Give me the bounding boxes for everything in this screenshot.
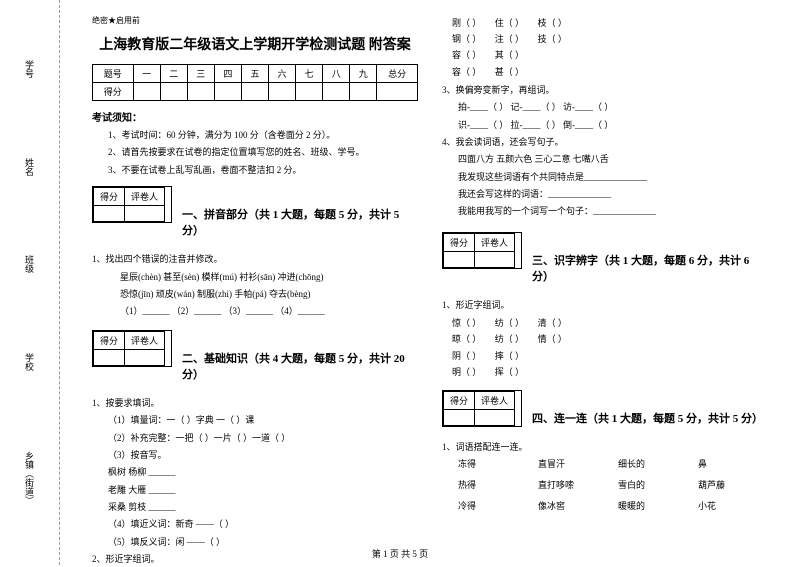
notice-item: 3、不要在试卷上乱写乱画，卷面不整洁扣 2 分。 — [92, 163, 418, 177]
score-cell — [475, 410, 515, 426]
reviewer-label: 评卷人 — [125, 188, 165, 206]
idiom-line: 四面八方 五颜六色 三心二意 七嘴八舌 — [442, 152, 768, 166]
word-line: 老雕 大雁 ______ — [92, 483, 418, 497]
score-label: 得分 — [444, 392, 475, 410]
confidential-label: 绝密★启用前 — [92, 15, 418, 26]
binding-field: 学校 — [23, 353, 36, 371]
match-row: 热得直打哆嗦雪白的葫芦藤 — [442, 478, 768, 491]
score-cell — [125, 206, 165, 222]
pinyin-line: 星辰(chèn) 甚至(sèn) 模样(mú) 衬衫(sān) 冲进(chōng… — [92, 270, 418, 284]
left-column: 绝密★启用前 上海教育版二年级语文上学期开学检测试题 附答案 题号 一 二 三 … — [80, 15, 430, 555]
fill-line: 我发现这些词语有个共同特点是______________ — [442, 170, 768, 184]
section-score-box: 得分评卷人 — [442, 232, 522, 269]
match-row: 冻得直冒汗细长的鼻 — [442, 457, 768, 470]
char-row: 阴（ ） 摔（ ） — [442, 348, 768, 364]
table-header: 六 — [269, 65, 296, 83]
match-row: 冷得像冰窖暖暖的小花 — [442, 499, 768, 512]
score-cell — [444, 251, 475, 267]
binding-field: 乡镇（街道） — [23, 451, 36, 505]
section-score-box: 得分评卷人 — [442, 390, 522, 427]
score-label: 得分 — [444, 233, 475, 251]
question-text: 1、形近字组词。 — [442, 298, 768, 312]
table-header: 题号 — [93, 65, 134, 83]
score-cell — [187, 83, 214, 101]
answer-blanks: （1）______ （2）______ （3）______ （4）______ — [92, 304, 418, 318]
fill-line: 我能用我写的一个词写一个句子：______________ — [442, 204, 768, 218]
fill-line: 我还会写这样的词语：______________ — [442, 187, 768, 201]
page-footer: 第 1 页 共 5 页 — [0, 547, 800, 560]
score-label: 得分 — [94, 331, 125, 349]
reviewer-label: 评卷人 — [125, 331, 165, 349]
fill-line: 识-____（ ） 拉-____（ ） 倒-____（ ） — [442, 118, 768, 132]
table-header: 总分 — [377, 65, 418, 83]
notice-item: 2、请首先按要求在试卷的指定位置填写您的姓名、班级、学号。 — [92, 145, 418, 159]
sub-question: （4）填近义词：新奇 ——（ ） — [92, 517, 418, 531]
exam-notice-title: 考试须知： — [92, 109, 418, 124]
char-row: 晾（ ） 纺（ ） 情（ ） — [442, 331, 768, 347]
score-summary-table: 题号 一 二 三 四 五 六 七 八 九 总分 得分 — [92, 64, 418, 101]
score-cell — [214, 83, 241, 101]
char-row: 刚（ ） 住（ ） 枝（ ） — [442, 15, 768, 31]
score-cell — [160, 83, 187, 101]
question-text: 4、我会读词语，还会写句子。 — [442, 135, 768, 149]
question-text: 1、词语搭配连一连。 — [442, 440, 768, 454]
score-cell — [296, 83, 323, 101]
table-header: 七 — [296, 65, 323, 83]
binding-margin: 学号 姓名 班级 学校 乡镇（街道） — [0, 0, 60, 565]
binding-field: 班级 — [23, 255, 36, 273]
table-header: 二 — [160, 65, 187, 83]
score-cell — [475, 251, 515, 267]
score-label: 得分 — [94, 188, 125, 206]
char-row: 惊（ ） 纺（ ） 清（ ） — [442, 315, 768, 331]
section-2-title: 二、基础知识（共 4 大题，每题 5 分，共计 20 分） — [182, 350, 418, 382]
char-row: 明（ ） 挥（ ） — [442, 364, 768, 380]
binding-field: 学号 — [23, 60, 36, 78]
score-cell — [125, 349, 165, 365]
section-1-title: 一、拼音部分（共 1 大题，每题 5 分，共计 5 分） — [182, 206, 418, 238]
reviewer-label: 评卷人 — [475, 392, 515, 410]
char-row: 钢（ ） 注（ ） 技（ ） — [442, 31, 768, 47]
section-3-title: 三、识字辨字（共 1 大题，每题 6 分，共计 6 分） — [532, 252, 768, 284]
score-cell — [377, 83, 418, 101]
pinyin-line: 恐惊(jīn) 顽皮(wán) 制服(zhì) 手帕(pá) 夺去(bèng) — [92, 287, 418, 301]
table-header: 三 — [187, 65, 214, 83]
score-label: 得分 — [93, 83, 134, 101]
table-header: 八 — [323, 65, 350, 83]
reviewer-label: 评卷人 — [475, 233, 515, 251]
right-column: 刚（ ） 住（ ） 枝（ ） 钢（ ） 注（ ） 技（ ） 容（ ） 其（ ） … — [430, 15, 780, 555]
question-text: 1、找出四个错误的注音并修改。 — [92, 252, 418, 266]
score-cell — [241, 83, 268, 101]
score-cell — [94, 349, 125, 365]
sub-question: （2）补充完整：一把（ ）一片（ ）一道（ ） — [92, 431, 418, 445]
question-text: 1、按要求填词。 — [92, 396, 418, 410]
table-header: 一 — [133, 65, 160, 83]
notice-item: 1、考试时间：60 分钟，满分为 100 分（含卷面分 2 分）。 — [92, 128, 418, 142]
table-header: 五 — [241, 65, 268, 83]
word-line: 枫树 杨柳 ______ — [92, 465, 418, 479]
fill-line: 拍-____（ ） 记-____（ ） 访-____（ ） — [442, 100, 768, 114]
section-4-title: 四、连一连（共 1 大题，每题 5 分，共计 5 分） — [532, 410, 768, 426]
section-score-box: 得分评卷人 — [92, 186, 172, 223]
score-cell — [133, 83, 160, 101]
word-line: 采桑 剪枝 ______ — [92, 500, 418, 514]
section-score-box: 得分评卷人 — [92, 330, 172, 367]
question-text: 3、换偏旁变新字，再组词。 — [442, 83, 768, 97]
table-header: 九 — [350, 65, 377, 83]
score-cell — [444, 410, 475, 426]
score-cell — [323, 83, 350, 101]
sub-question: （3）按音写。 — [92, 448, 418, 462]
score-cell — [269, 83, 296, 101]
binding-field: 姓名 — [23, 158, 36, 176]
score-cell — [94, 206, 125, 222]
table-header: 四 — [214, 65, 241, 83]
exam-title: 上海教育版二年级语文上学期开学检测试题 附答案 — [92, 34, 418, 54]
score-cell — [350, 83, 377, 101]
char-row: 容（ ） 其（ ） — [442, 47, 768, 63]
sub-question: （1）填量词：一（ ）字典 一（ ）课 — [92, 413, 418, 427]
char-row: 容（ ） 甚（ ） — [442, 64, 768, 80]
